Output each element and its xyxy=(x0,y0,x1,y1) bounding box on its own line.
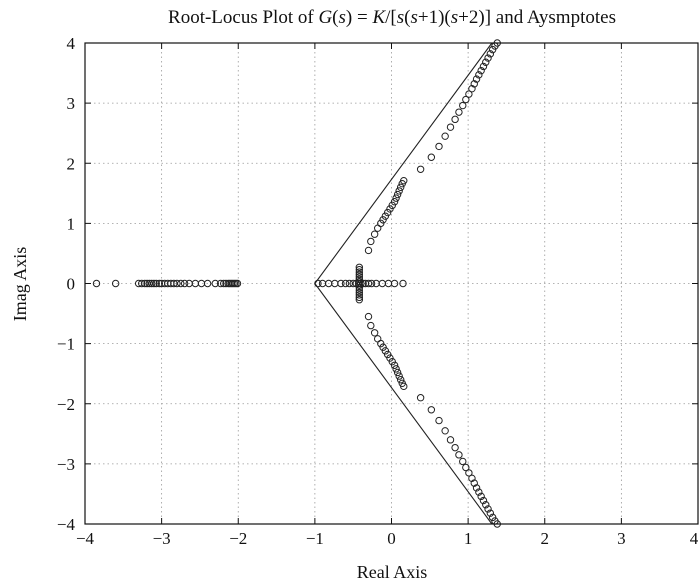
locus-point xyxy=(371,231,377,237)
locus-point xyxy=(460,102,466,108)
locus-point xyxy=(375,225,381,231)
y-tick-label: −4 xyxy=(57,515,76,534)
y-tick-label: −2 xyxy=(57,395,75,414)
locus-point xyxy=(371,330,377,336)
locus-point xyxy=(456,452,462,458)
locus-point xyxy=(428,154,434,160)
y-tick-label: −1 xyxy=(57,335,75,354)
chart-title: Root-Locus Plot of G(s) = K/[s(s+1)(s+2)… xyxy=(168,7,616,28)
locus-point xyxy=(417,395,423,401)
locus-point xyxy=(428,407,434,413)
locus-point xyxy=(460,458,466,464)
locus-point xyxy=(417,166,423,172)
locus-point xyxy=(365,247,371,253)
y-tick-label: 0 xyxy=(67,275,76,294)
y-tick-label: 2 xyxy=(67,154,76,173)
x-tick-label: −2 xyxy=(229,529,247,548)
y-axis-label: Imag Axis xyxy=(10,247,30,322)
y-tick-label: −3 xyxy=(57,455,75,474)
x-tick-label: −4 xyxy=(76,529,95,548)
x-tick-labels: −4 −3 −2 −1 0 1 2 3 4 xyxy=(76,529,699,548)
x-tick-label: 2 xyxy=(541,529,550,548)
locus-point xyxy=(456,109,462,115)
locus-point xyxy=(452,116,458,122)
locus-point xyxy=(385,280,391,286)
x-tick-label: 1 xyxy=(464,529,473,548)
locus-point xyxy=(436,143,442,149)
x-tick-label: 4 xyxy=(690,529,699,548)
locus-point xyxy=(436,417,442,423)
locus-point xyxy=(442,133,448,139)
locus-point xyxy=(442,428,448,434)
x-tick-label: −3 xyxy=(153,529,171,548)
asymptote-line xyxy=(315,43,492,524)
x-tick-label: 3 xyxy=(617,529,626,548)
y-tick-label: 3 xyxy=(67,94,76,113)
x-tick-label: −1 xyxy=(306,529,324,548)
x-tick-label: 0 xyxy=(387,529,396,548)
locus-point xyxy=(447,124,453,130)
locus-point xyxy=(368,322,374,328)
locus-point xyxy=(452,444,458,450)
locus-point xyxy=(447,437,453,443)
y-tick-label: 1 xyxy=(67,214,76,233)
locus-point xyxy=(198,280,204,286)
asymptote-lines xyxy=(315,43,492,524)
locus-point xyxy=(368,238,374,244)
x-axis-label: Real Axis xyxy=(357,562,428,582)
y-tick-labels: −4 −3 −2 −1 0 1 2 3 4 xyxy=(57,34,76,534)
locus-point xyxy=(375,336,381,342)
y-tick-label: 4 xyxy=(67,34,76,53)
locus-point xyxy=(365,313,371,319)
